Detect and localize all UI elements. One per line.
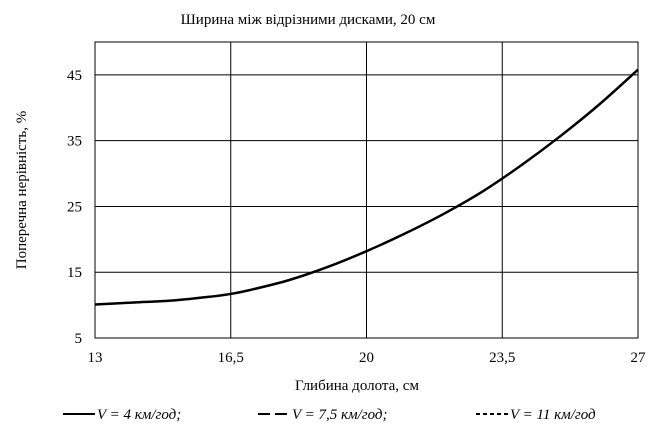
legend-label-1: V = 7,5 км/год; xyxy=(292,407,388,423)
legend-item-2: V = 11 км/год xyxy=(476,407,596,423)
y-tick-labels: 5 15 25 35 45 xyxy=(67,68,82,347)
y-tick-label: 15 xyxy=(67,265,82,281)
grid-lines xyxy=(95,42,638,339)
legend-label-0: V = 4 км/год; xyxy=(97,407,181,423)
legend: V = 4 км/год; V = 7,5 км/год; V = 11 км/… xyxy=(63,407,596,423)
x-tick-label: 16,5 xyxy=(218,350,244,366)
y-tick-label: 45 xyxy=(67,68,82,84)
x-tick-label: 20 xyxy=(359,350,374,366)
x-axis-label: Глибина долота, см xyxy=(295,378,419,394)
legend-label-2: V = 11 км/год xyxy=(510,407,596,423)
x-tick-label: 23,5 xyxy=(489,350,515,366)
series-line-0 xyxy=(94,68,639,306)
x-tick-label: 13 xyxy=(88,350,103,366)
y-tick-label: 25 xyxy=(67,199,82,215)
chart-title: Ширина між відрізними дисками, 20 см xyxy=(181,12,436,28)
y-axis-label: Поперечна нерівність, % xyxy=(14,111,30,269)
x-tick-labels: 13 16,5 20 23,5 27 xyxy=(88,350,647,366)
y-tick-label: 5 xyxy=(75,331,83,347)
x-tick-label: 27 xyxy=(631,350,647,366)
y-tick-label: 35 xyxy=(67,134,82,150)
legend-item-0: V = 4 км/год; xyxy=(63,407,181,423)
legend-item-1: V = 7,5 км/год; xyxy=(258,407,388,423)
series-layer xyxy=(94,68,639,306)
plot-frame xyxy=(94,41,639,339)
